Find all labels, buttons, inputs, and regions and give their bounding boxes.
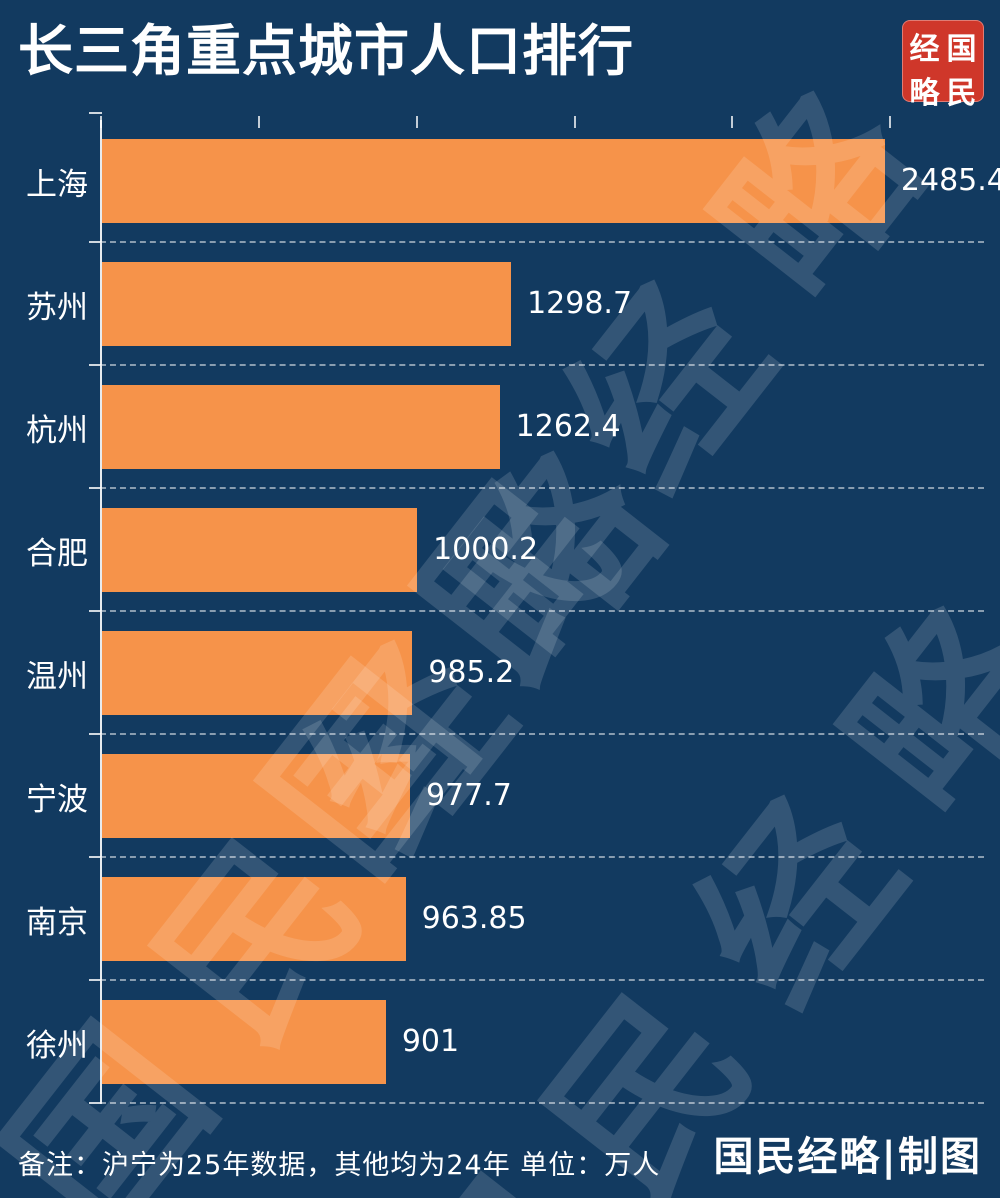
category-label: 苏州 [26,290,88,326]
row-plot: 1298.7 [89,243,984,366]
population-bar [102,999,386,1084]
category-label: 宁波 [26,782,88,818]
category-label: 合肥 [26,536,88,572]
chart-row: 杭州 1262.4 [0,366,984,489]
footer-note: 备注：沪宁为25年数据，其他均为24年 单位：万人 [18,1150,661,1181]
chart-row: 南京 963.85 [0,858,984,981]
logo-char: 国 [946,32,977,67]
population-bar [102,384,500,469]
value-label: 1298.7 [527,286,633,321]
value-label: 963.85 [421,901,527,936]
category-label: 上海 [26,167,88,203]
row-plot: 1262.4 [89,366,984,489]
category-label: 温州 [26,659,88,695]
page-title: 长三角重点城市人口排行 [18,19,635,83]
row-plot: 963.85 [89,858,984,981]
category-label: 徐州 [26,1028,88,1064]
value-label: 985.2 [428,655,515,690]
chart-row: 宁波 977.7 [0,735,984,858]
logo-char: 民 [946,76,977,111]
row-plot: 977.7 [89,735,984,858]
header: 长三角重点城市人口排行 经 国 略 民 [0,0,1000,111]
value-label: 977.7 [425,778,512,813]
population-bar [102,507,418,592]
row-plot: 2485.4 [89,112,1000,243]
value-label: 2485.4 [900,163,1000,198]
value-label: 901 [401,1024,460,1059]
brand-seal-logo: 经 国 略 民 [902,20,984,111]
population-bar [102,630,413,715]
category-label: 南京 [26,905,88,941]
population-bar [102,876,406,961]
row-plot: 985.2 [89,612,984,735]
category-label: 杭州 [26,413,88,449]
axis-tick [573,116,576,128]
bar-chart: 上海 2485.4 苏州 1298.7 杭州 1262.4 合肥 1000.2 温州 985.2 宁… [0,112,1000,1104]
footer: 备注：沪宁为25年数据，其他均为24年 单位：万人 国民经略|制图 [0,1124,1000,1182]
axis-tick [257,116,260,128]
chart-row: 苏州 1298.7 [0,243,984,366]
row-plot: 1000.2 [89,489,984,612]
value-label: 1262.4 [515,409,621,444]
value-label: 1000.2 [433,532,539,567]
logo-char: 经 [909,32,940,67]
axis-tick [889,116,892,128]
population-bar [102,138,885,223]
row-plot: 901 [89,981,984,1104]
logo-char: 略 [909,76,940,111]
chart-row: 徐州 901 [0,981,984,1104]
footer-credit: 国民经略|制图 [713,1133,982,1180]
axis-tick [731,116,734,128]
chart-rows: 上海 2485.4 苏州 1298.7 杭州 1262.4 合肥 1000.2 温州 985.2 宁… [0,112,1000,1104]
chart-row: 上海 2485.4 [0,112,1000,243]
population-bar [102,753,410,838]
chart-row: 合肥 1000.2 [0,489,984,612]
population-bar [102,261,512,346]
axis-tick [415,116,418,128]
chart-row: 温州 985.2 [0,612,984,735]
